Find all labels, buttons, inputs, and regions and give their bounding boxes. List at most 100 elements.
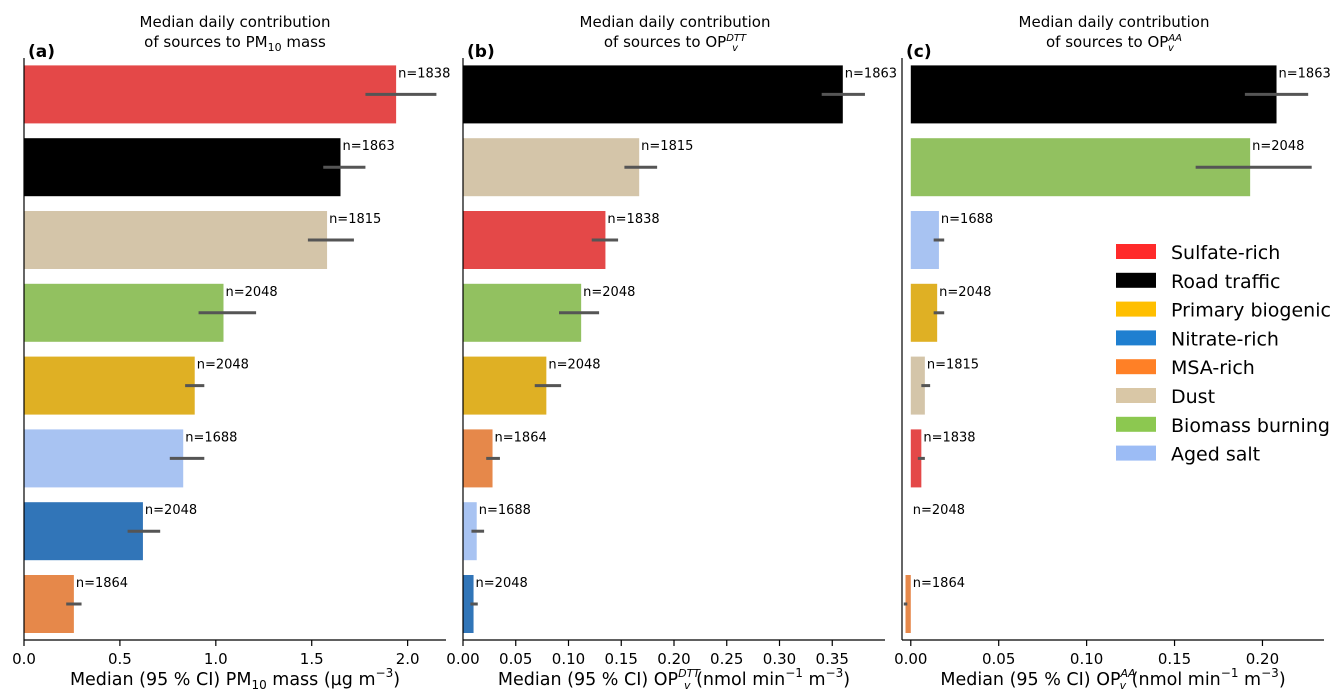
legend-label: Aged salt [1171,444,1260,466]
panel-b-n-label: n=2048 [476,576,528,591]
panel-c-n-label: n=2048 [1252,139,1304,154]
panel-a-xlabel-text: Median (95 % CI) PM [70,670,252,690]
panel-c-tick-label: 0.15 [1158,650,1191,668]
panel-a-tick-label: 0.0 [12,650,36,668]
panel-b-title-superscript: DTT [726,33,747,44]
panel-c-tick-label: 0.05 [982,650,1015,668]
panel-c-n-label: n=1863 [1279,66,1331,81]
panel-b-label: (b) [467,42,495,62]
panel-a-title-text: of sources to PM [144,33,267,51]
panel-c-title-subscript: v [1168,43,1175,54]
panel-b-n-label: n=1838 [607,212,659,227]
panel-a-title-subscript: 10 [268,41,282,54]
panel-a-n-label: n=1688 [185,430,237,445]
panel-b-bar-sulfate-rich [463,211,606,269]
panel-c-tick-label: 0.20 [1246,650,1279,668]
panel-b-xlabel-text: m [803,670,826,690]
legend-label: Biomass burning [1171,415,1330,437]
panel-b-title-line2: of sources to OPDTT v [604,33,747,54]
legend-label: MSA-rich [1171,357,1255,379]
panel-a-label: (a) [28,42,55,62]
panel-b-xlabel-text: ) [843,670,850,690]
panel-a-n-label: n=2048 [225,285,277,300]
legend-swatch [1116,445,1156,461]
panel-b-bar-aged-salt [463,502,477,561]
panel-c-title-superscript: AA [1167,33,1182,44]
legend-label: Road traffic [1171,271,1280,293]
legend-swatch [1116,388,1156,403]
panel-a-xlabel: Median (95 % CI) PM10 mass (µg m−3) [70,666,400,692]
panel-c-bar-biomass-burning [910,138,1251,197]
panel-a-n-label: n=2048 [145,503,197,518]
legend-swatch [1116,416,1156,432]
panel-a-n-label: n=2048 [197,358,249,373]
panel-b-xlabel-sup: −1 [785,666,803,680]
panel-c-title-text: of sources to OP [1046,33,1168,51]
panel-b-tick-label: 0.05 [499,650,532,668]
panel-c-xlabel-text: (nmol min [1126,670,1221,690]
panel-c-bar-primary-biogenic [910,283,938,342]
legend: Sulfate-rich Road traffic Primary biogenic… [1116,242,1331,466]
panel-b-n-label: n=1864 [495,430,547,445]
panel-a-title-line2: of sources to PM10 mass [144,33,326,54]
panel-c-xlabel-text: ) [1279,670,1286,690]
panel-b-xlabel-sup: DTT [678,667,701,680]
panel-b-n-label: n=2048 [548,358,600,373]
panel-a-n-label: n=1838 [398,66,450,81]
panel-a-title-line1: Median daily contribution [140,13,331,31]
panel-b-bar-road-traffic [463,65,843,124]
legend-swatch [1116,301,1156,317]
panel-a-n-label: n=1863 [343,139,395,154]
panel-a-xlabel-sup: −3 [376,666,394,680]
legend-swatch [1116,244,1156,259]
panel-b-title-line1: Median daily contribution [580,13,771,31]
panel-b-title-subscript: v [732,43,739,54]
panel-a: Median daily contribution of sources to P… [12,13,450,692]
panel-a-bar-primary-biogenic [24,356,195,415]
panel-a-bar-biomass-burning [24,283,224,342]
panel-b-bar-nitrate-rich [463,575,474,633]
panel-c-title-line1: Median daily contribution [1019,13,1210,31]
panel-c-n-label: n=1864 [913,576,965,591]
panel-c-n-label: n=2048 [939,285,991,300]
legend-swatch [1116,359,1156,375]
panel-a-xlabel-text: ) [393,670,400,690]
panel-c-xlabel-text: m [1238,670,1261,690]
panel-a-tick-label: 1.0 [204,650,228,668]
panel-b-xlabel-sup: −3 [826,666,844,680]
panel-b-tick-label: 0.35 [816,650,849,668]
panel-a-tick-label: 1.5 [300,650,324,668]
panel-a-xlabel-text: mass (µg m [267,670,376,690]
panel-a-bar-nitrate-rich [24,502,143,561]
legend-label: Nitrate-rich [1171,328,1279,350]
panel-c-xlabel: Median (95 % CI) OPAA v (nmol min−1 m−3) [940,666,1285,692]
panel-b-n-label: n=2048 [583,285,635,300]
panel-c-label: (c) [906,42,932,62]
panel-c-bar-sulfate-rich [910,429,922,488]
legend-swatch [1116,330,1156,346]
panel-c-bar-road-traffic [910,65,1277,124]
panel-a-n-label: n=1864 [76,576,128,591]
panel-c-xlabel-sup: −1 [1221,666,1239,680]
panel-b-xlabel: Median (95 % CI) OPDTT v (nmol min−1 m−3) [498,666,850,692]
legend-label: Sulfate-rich [1171,242,1280,264]
legend-label: Dust [1171,386,1215,408]
legend-swatch [1116,272,1156,288]
panel-b-title-text: of sources to OP [604,33,726,51]
panel-b-tick-label: 0.20 [657,650,690,668]
panel-b-xlabel-text: Median (95 % CI) OP [498,670,678,690]
panel-b: Median daily contribution of sources to O… [446,13,897,692]
panel-a-bar-road-traffic [24,138,341,197]
panel-a-tick-label: 0.5 [108,650,132,668]
panel-a-n-label: n=1815 [329,212,381,227]
panel-b-n-label: n=1688 [479,503,531,518]
panel-b-tick-label: 0.15 [605,650,638,668]
panel-c-xlabel-sub: v [1120,679,1127,692]
panel-a-bar-dust [24,211,328,269]
panel-c: Median daily contribution of sources to O… [894,13,1331,692]
panel-c-tick-label: 0.00 [894,650,927,668]
panel-b-n-label: n=1815 [641,139,693,154]
panel-c-title-line2: of sources to OPAA v [1046,33,1182,54]
panel-b-tick-label: 0.25 [710,650,743,668]
